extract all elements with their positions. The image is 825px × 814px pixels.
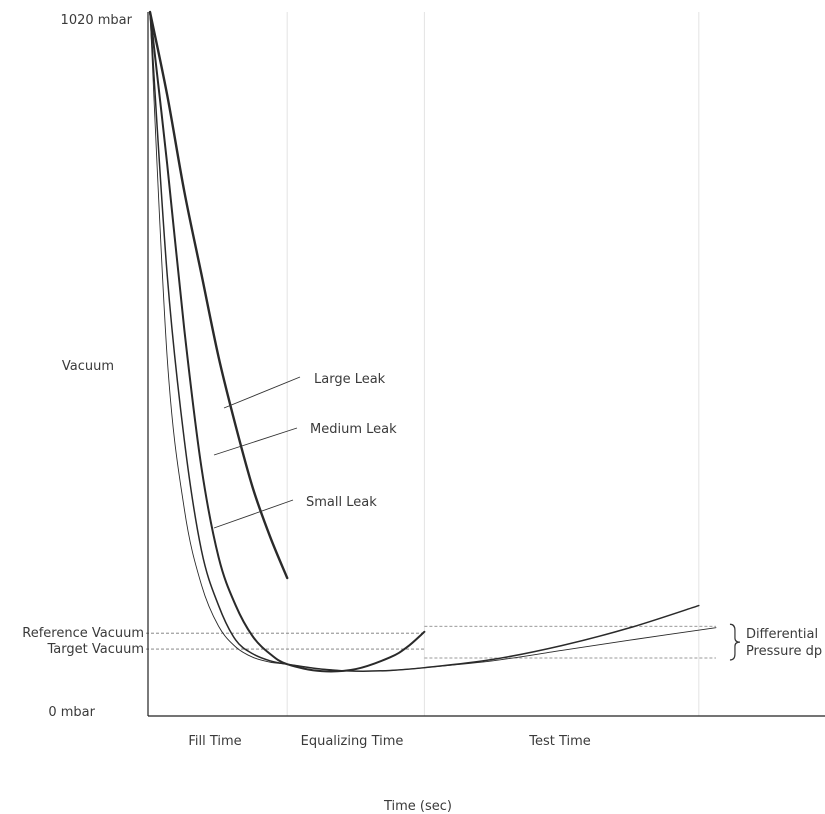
annotation-2: Medium Leak [310, 422, 397, 437]
series-no-leak [149, 11, 717, 672]
series-medium-leak [149, 11, 426, 673]
annotation-3: Small Leak [306, 495, 377, 510]
y-bottom-label: 0 mbar [48, 705, 95, 720]
dp-brace [729, 623, 740, 661]
axes [147, 12, 825, 717]
phase-label-1: Fill Time [188, 734, 241, 749]
ref-label-1: Reference Vacuum [22, 626, 144, 641]
reference-lines [146, 623, 740, 661]
series-small-leak [149, 11, 700, 672]
y-axis-label: Vacuum [62, 359, 114, 374]
leader-1 [223, 376, 301, 409]
leader-3 [213, 499, 294, 529]
annotation-1: Large Leak [314, 372, 386, 387]
curve-annotations: Large Leak Medium Leak Small Leak [213, 372, 397, 529]
dp-label-line-2: Pressure dp [746, 644, 822, 659]
series-large-leak [148, 10, 289, 580]
phase-dividers [286, 12, 700, 716]
phase-label-2: Equalizing Time [301, 734, 404, 749]
dp-label-line-1: Differential [746, 627, 818, 642]
ref-label-2: Target Vacuum [47, 642, 145, 657]
y-top-label: 1020 mbar [61, 13, 133, 28]
pressure-curves [148, 10, 717, 673]
leader-2 [213, 427, 298, 456]
phase-label-3: Test Time [528, 734, 591, 749]
x-axis-label: Time (sec) [383, 799, 452, 814]
